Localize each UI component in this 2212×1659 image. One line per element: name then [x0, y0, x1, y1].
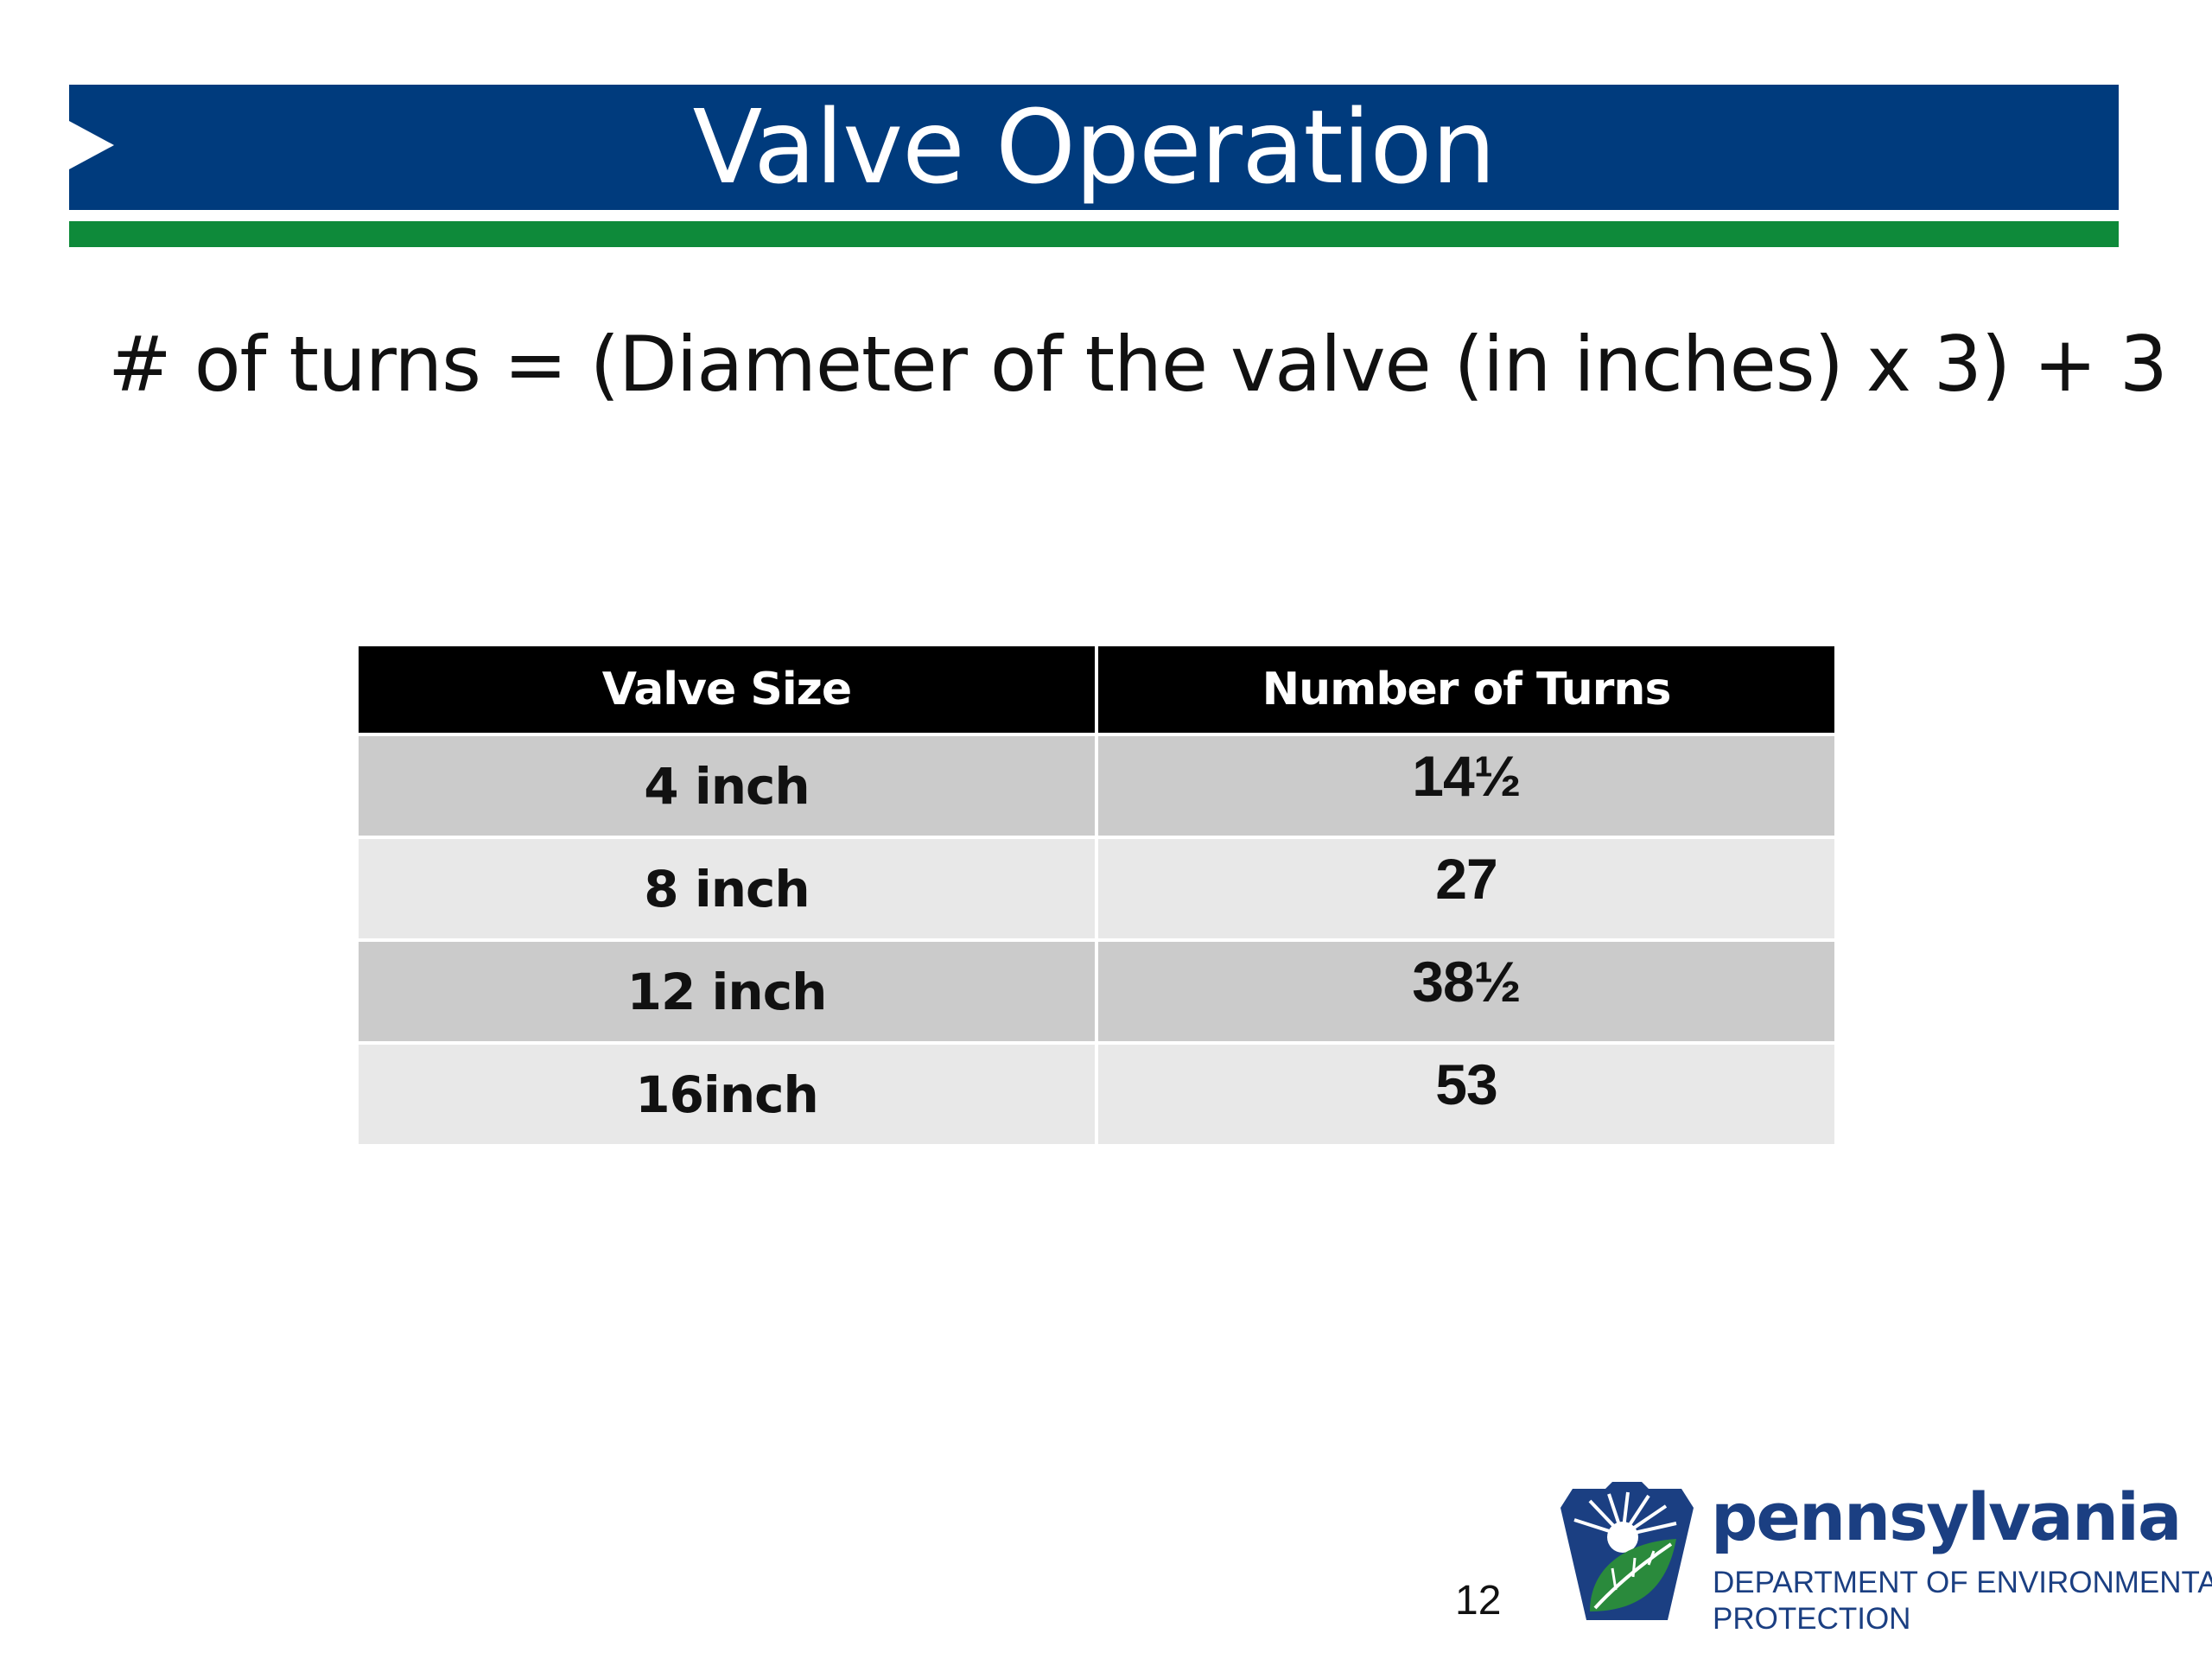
valve-size-cell: 8 inch: [359, 839, 1095, 938]
logo-department-text: DEPARTMENT OF ENVIRONMENTAL PROTECTION: [1713, 1565, 2212, 1637]
number-of-turns-cell: 53: [1098, 1045, 1834, 1144]
title-bar: [69, 85, 2119, 210]
valve-size-cell: 4 inch: [359, 736, 1095, 836]
table-header-row: Valve Size Number of Turns: [359, 646, 1834, 733]
table-row: 16inch 53: [359, 1045, 1834, 1144]
logo-dept-line-1: DEPARTMENT OF ENVIRONMENTAL: [1713, 1566, 2212, 1599]
logo-wordmark: pennsylvania: [1711, 1478, 2182, 1555]
number-of-turns-cell: 14½: [1098, 736, 1834, 836]
logo-dept-line-2: PROTECTION: [1713, 1602, 1911, 1636]
header-valve-size: Valve Size: [359, 646, 1095, 733]
table-row: 4 inch 14½: [359, 736, 1834, 836]
table-row: 8 inch 27: [359, 839, 1834, 938]
page-number: 12: [1455, 1578, 1502, 1624]
valve-size-cell: 16inch: [359, 1045, 1095, 1144]
keystone-leaf-icon: [1560, 1482, 1694, 1620]
valve-size-cell: 12 inch: [359, 942, 1095, 1041]
pa-dep-logo: pennsylvania DEPARTMENT OF ENVIRONMENTAL…: [1555, 1478, 2212, 1655]
valve-turns-table: Valve Size Number of Turns 4 inch 14½ 8 …: [355, 643, 1838, 1147]
table-row: 12 inch 38½: [359, 942, 1834, 1041]
title-underline-bar: [69, 221, 2119, 247]
play-arrow-icon: [69, 121, 114, 169]
header-number-of-turns: Number of Turns: [1098, 646, 1834, 733]
number-of-turns-cell: 27: [1098, 839, 1834, 938]
number-of-turns-cell: 38½: [1098, 942, 1834, 1041]
turns-formula: # of turns = (Diameter of the valve (in …: [108, 320, 2168, 409]
slide-title: Valve Operation: [692, 87, 1497, 207]
